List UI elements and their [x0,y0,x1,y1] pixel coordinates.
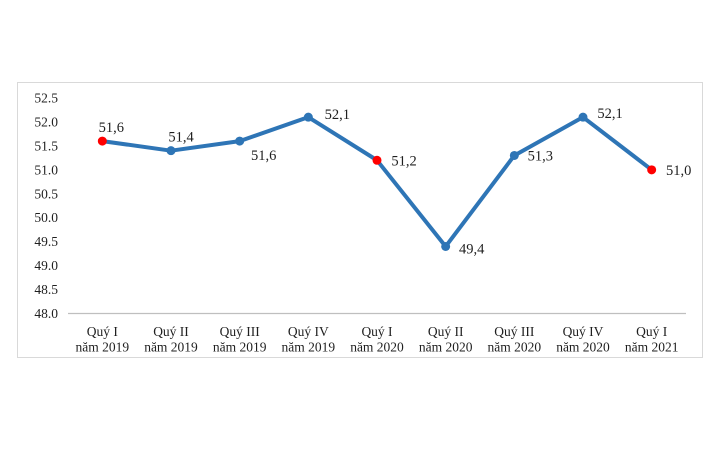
data-point-marker [303,112,313,122]
data-point-marker [235,136,245,146]
data-point-marker [647,165,657,175]
x-axis-category-label-year: năm 2021 [625,340,679,355]
y-axis-tick-label: 51.0 [34,162,58,177]
y-axis-tick-label: 48.0 [34,306,58,321]
plot-area-frame [17,82,703,358]
x-axis-category-label-quarter: Quý I [361,324,393,339]
x-axis-category-label-year: năm 2019 [282,340,336,355]
data-point-label: 51,3 [528,148,553,164]
x-axis-category-label-year: năm 2020 [350,340,404,355]
x-axis-category-label-quarter: Quý III [220,324,261,339]
data-point-label: 51,6 [251,148,276,164]
data-point-marker [441,241,451,251]
data-point-label: 51,6 [99,120,124,136]
y-axis-tick-label: 48.5 [34,282,58,297]
data-point-label: 51,0 [666,163,691,179]
y-axis-tick-label: 50.5 [34,186,58,201]
x-axis-category-label-quarter: Quý II [153,324,189,339]
x-axis-category-label-year: năm 2019 [144,340,198,355]
x-axis-category-label-quarter: Quý IV [288,324,329,339]
x-axis-category-label-quarter: Quý I [87,324,119,339]
data-point-label: 49,4 [459,241,485,257]
x-axis-category-label-year: năm 2020 [556,340,610,355]
x-axis-category-label-quarter: Quý III [494,324,535,339]
x-axis-category-label-quarter: Quý II [428,324,464,339]
x-axis-category-label-year: năm 2019 [213,340,267,355]
y-axis-tick-label: 49.0 [34,258,58,273]
x-axis-category-label-year: năm 2020 [419,340,473,355]
y-axis-tick-label: 52.0 [34,114,58,129]
y-axis-tick-label: 50.0 [34,210,58,225]
data-point-label: 51,2 [391,153,416,169]
data-point-label: 52,1 [597,106,622,122]
data-point-marker [97,136,107,146]
data-point-marker [509,150,519,160]
y-axis-tick-label: 49.5 [34,234,58,249]
x-axis-category-label-year: năm 2019 [76,340,130,355]
data-point-marker [372,155,382,165]
x-axis-category-label-quarter: Quý I [636,324,668,339]
y-axis-tick-label: 52.5 [34,91,58,106]
data-point-label: 51,4 [168,130,194,146]
y-axis-tick-label: 51.5 [34,138,58,153]
data-point-marker [578,112,588,122]
x-axis-category-label-quarter: Quý IV [563,324,604,339]
data-point-label: 52,1 [325,107,350,123]
x-axis-category-label-year: năm 2020 [488,340,542,355]
data-point-marker [166,146,176,156]
